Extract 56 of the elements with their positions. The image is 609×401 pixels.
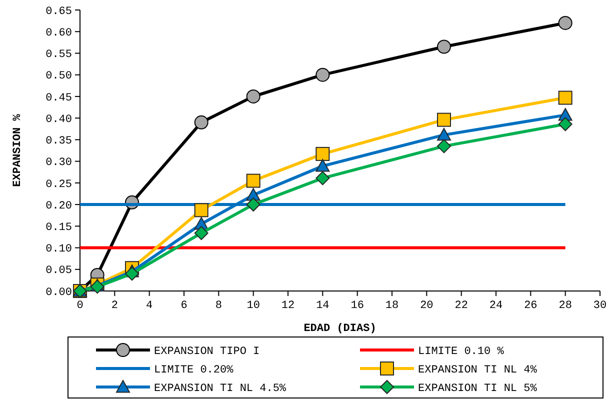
y-tick-label: 0.55 bbox=[46, 49, 72, 62]
point bbox=[125, 266, 139, 281]
y-tick-label: 0.00 bbox=[46, 286, 72, 299]
legend-label: LIMITE 0.20% bbox=[154, 364, 234, 376]
y-axis-title: EXPANSION % bbox=[12, 114, 24, 187]
y-tick-label: 0.65 bbox=[46, 6, 72, 18]
y-tick-label: 0.45 bbox=[46, 92, 72, 104]
x-tick-label: 12 bbox=[281, 300, 295, 312]
point bbox=[246, 198, 260, 212]
x-tick-label: 30 bbox=[593, 300, 607, 312]
x-tick-label: 28 bbox=[558, 300, 572, 312]
x-axis-title: EDAD (DIAS) bbox=[304, 323, 376, 335]
point bbox=[194, 115, 208, 130]
legend-label: LIMITE 0.10 % bbox=[418, 346, 504, 358]
legend-label: EXPANSION TI NL 4% bbox=[418, 364, 538, 376]
x-tick-label: 4 bbox=[146, 300, 154, 312]
point bbox=[316, 171, 330, 186]
y-tick-label: 0.50 bbox=[46, 70, 72, 83]
x-tick-label: 18 bbox=[385, 300, 399, 312]
point bbox=[558, 90, 572, 105]
x-tick-label: 0 bbox=[76, 300, 84, 312]
point bbox=[316, 159, 330, 172]
y-tick-label: 0.15 bbox=[46, 222, 72, 234]
point bbox=[558, 16, 572, 30]
y-tick-label: 0.25 bbox=[46, 178, 72, 191]
y-tick-label: 0.35 bbox=[46, 136, 72, 148]
x-tick-label: 22 bbox=[454, 300, 468, 312]
legend-label: EXPANSION TI NL 4.5% bbox=[154, 382, 286, 395]
point bbox=[437, 139, 451, 154]
point bbox=[194, 203, 208, 218]
x-tick-label: 6 bbox=[180, 300, 188, 312]
point bbox=[437, 112, 451, 127]
point bbox=[316, 146, 330, 161]
x-tick-label: 16 bbox=[350, 300, 364, 312]
point bbox=[246, 174, 260, 188]
x-tick-label: 10 bbox=[246, 300, 260, 312]
x-tick-label: 8 bbox=[215, 300, 222, 312]
point bbox=[194, 226, 208, 240]
y-tick-label: 0.60 bbox=[46, 27, 72, 40]
x-tick-label: 14 bbox=[316, 300, 330, 312]
x-tick-label: 24 bbox=[489, 300, 503, 312]
x-tick-label: 26 bbox=[524, 300, 538, 312]
x-tick-label: 20 bbox=[420, 300, 434, 312]
x-tick-label: 2 bbox=[111, 300, 118, 312]
point bbox=[246, 89, 260, 104]
y-tick-label: 0.20 bbox=[46, 200, 72, 212]
point bbox=[437, 128, 451, 141]
legend-label: EXPANSION TI NL 5% bbox=[418, 382, 538, 395]
point bbox=[316, 68, 330, 82]
y-tick-label: 0.10 bbox=[46, 244, 72, 256]
point bbox=[437, 40, 451, 54]
y-tick-label: 0.05 bbox=[46, 265, 72, 278]
point bbox=[558, 117, 572, 132]
y-tick-label: 0.40 bbox=[46, 114, 72, 126]
legend-label: EXPANSION TIPO I bbox=[154, 346, 260, 358]
y-tick-label: 0.30 bbox=[46, 157, 72, 170]
